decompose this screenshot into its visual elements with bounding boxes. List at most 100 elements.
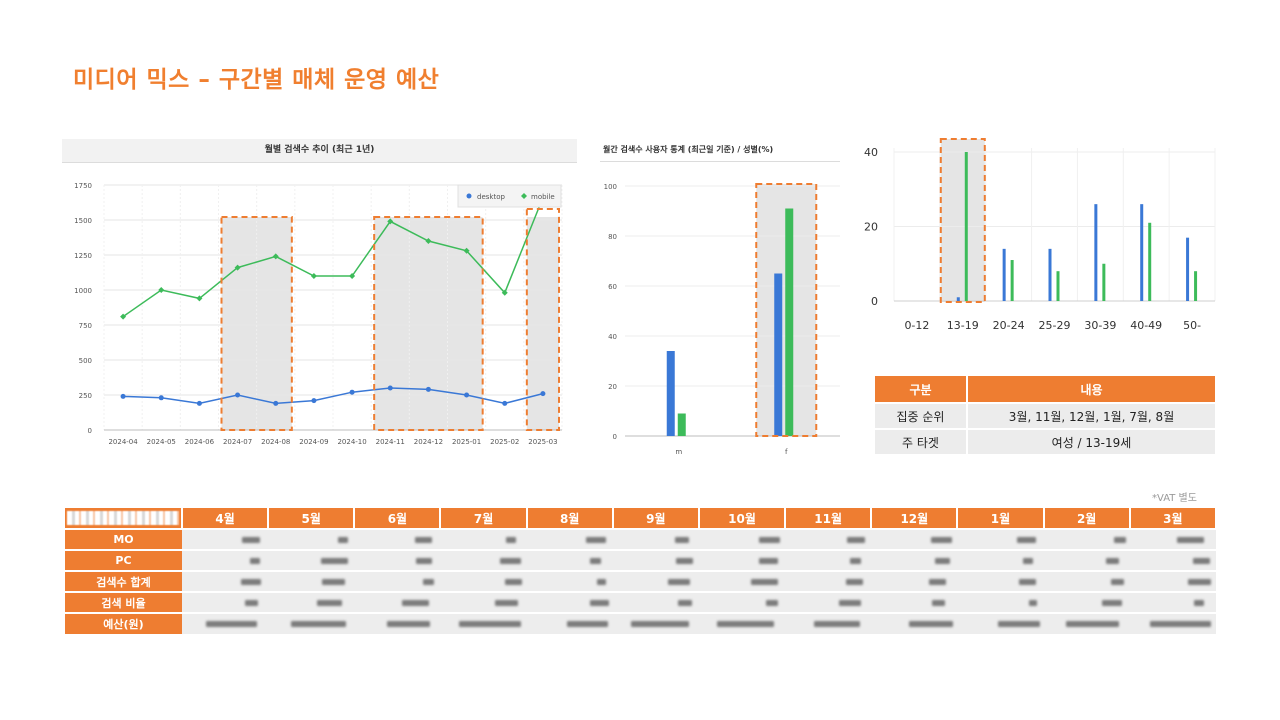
highlight-frame	[755, 183, 818, 437]
redacted-value	[317, 600, 343, 606]
summary-row: 주 타겟 여성 / 13-19세	[875, 430, 1215, 454]
budget-row: PC	[65, 549, 1216, 571]
highlight-frame	[373, 216, 484, 431]
redacted-value	[677, 600, 692, 606]
bar	[1186, 237, 1190, 301]
budget-cell-redacted	[354, 612, 441, 634]
redacted-value	[1177, 537, 1204, 543]
redacted-value	[630, 621, 689, 627]
x-tick-label: 40-49	[1130, 319, 1162, 332]
budget-cell-redacted	[612, 528, 699, 550]
budget-cell-redacted	[698, 528, 786, 550]
summary-table: 구분 내용 집중 순위 3월, 11월, 12월, 1월, 7월, 8월 주 타…	[875, 374, 1215, 456]
data-point	[540, 391, 546, 397]
y-tick-label: 1500	[74, 217, 92, 225]
page-title: 미디어 믹스 – 구간별 매체 운영 예산	[73, 67, 440, 93]
series-line-desktop	[123, 387, 544, 405]
redacted-value	[814, 621, 861, 627]
redacted-value	[1113, 537, 1126, 543]
x-tick-label: 2024-07	[223, 438, 252, 446]
budget-row-label: PC	[65, 549, 182, 571]
y-tick-label: 20	[608, 383, 617, 391]
summary-row-label: 주 타겟	[875, 430, 968, 454]
redacted-value	[932, 600, 946, 606]
summary-row-value: 3월, 11월, 12월, 1월, 7월, 8월	[968, 404, 1215, 428]
redacted-value	[931, 537, 953, 543]
budget-cell-redacted	[612, 570, 699, 592]
y-tick-label: 100	[604, 183, 617, 191]
monthly-search-line-chart: 0 250 500 750 1000 1250 1500 1750 2024-04 2024-05…	[74, 182, 563, 446]
budget-cell-redacted	[698, 570, 786, 592]
budget-cell-redacted	[526, 570, 613, 592]
bar	[964, 152, 968, 301]
redacted-value	[291, 621, 347, 627]
budget-cell-redacted	[354, 549, 441, 571]
redacted-value	[458, 621, 521, 627]
data-point	[273, 400, 279, 406]
budget-cell-redacted	[612, 612, 699, 634]
redacted-value	[759, 558, 779, 564]
redacted-value	[416, 558, 433, 564]
redacted-value	[717, 621, 775, 627]
budget-row: 검색수 합계	[65, 570, 1216, 592]
x-tick-label: 2024-10	[337, 438, 366, 446]
data-point	[196, 400, 202, 406]
budget-cell-redacted	[268, 612, 355, 634]
budget-cell-redacted	[871, 612, 958, 634]
legend-label: mobile	[531, 193, 555, 201]
budget-cell-redacted	[698, 612, 786, 634]
budget-cell-redacted	[871, 528, 958, 550]
data-point	[425, 238, 432, 244]
redacted-value	[321, 558, 349, 564]
x-tick-label: 20-24	[993, 319, 1025, 332]
x-tick-label: 2024-12	[414, 438, 443, 446]
budget-cell-redacted	[182, 591, 269, 613]
redacted-value	[1101, 600, 1122, 606]
redacted-value	[423, 579, 435, 585]
highlight-frame	[220, 216, 293, 431]
y-tick-label: 0	[613, 433, 617, 441]
budget-cell-redacted	[871, 570, 958, 592]
redacted-value	[846, 579, 864, 585]
budget-cell-redacted	[785, 612, 872, 634]
budget-cell-redacted	[1129, 528, 1216, 550]
x-tick-label: m	[675, 448, 682, 456]
y-tick-label: 0	[88, 427, 92, 435]
budget-cell-redacted	[182, 570, 269, 592]
redacted-value	[338, 537, 349, 543]
x-tick-label: 2024-05	[147, 438, 176, 446]
budget-cell-redacted	[268, 528, 355, 550]
redacted-value	[415, 537, 433, 543]
x-tick-label: 2024-04	[108, 438, 138, 446]
budget-cell-redacted	[957, 528, 1044, 550]
redacted-value	[929, 579, 947, 585]
summary-row-value: 여성 / 13-19세	[968, 430, 1215, 454]
budget-month-header: 4월	[182, 508, 270, 529]
data-point	[158, 287, 165, 293]
bar	[1094, 204, 1098, 301]
redacted-value	[1188, 579, 1211, 585]
redacted-value	[766, 600, 779, 606]
bar	[1048, 248, 1052, 301]
budget-row: 예산(원)	[65, 612, 1216, 634]
x-tick-label: 30-39	[1084, 319, 1116, 332]
budget-cell-redacted	[612, 549, 699, 571]
highlight-region	[526, 217, 559, 430]
y-tick-label: 60	[608, 283, 617, 291]
budget-cell-redacted	[957, 612, 1044, 634]
budget-month-header: 10월	[698, 508, 787, 529]
redacted-value	[1065, 621, 1119, 627]
budget-row: 검색 비율	[65, 591, 1216, 613]
redacted-value	[566, 621, 608, 627]
redacted-value	[674, 537, 689, 543]
budget-cell-redacted	[871, 591, 958, 613]
y-tick-label: 1250	[74, 252, 92, 260]
x-tick-label: 2025-01	[452, 438, 481, 446]
x-tick-label: f	[785, 448, 788, 456]
data-point	[311, 398, 317, 404]
budget-cell-redacted	[440, 570, 527, 592]
redacted-value	[1110, 579, 1124, 585]
budget-cell-redacted	[182, 528, 269, 550]
budget-row-label: 예산(원)	[65, 612, 182, 634]
legend-box	[457, 184, 562, 208]
